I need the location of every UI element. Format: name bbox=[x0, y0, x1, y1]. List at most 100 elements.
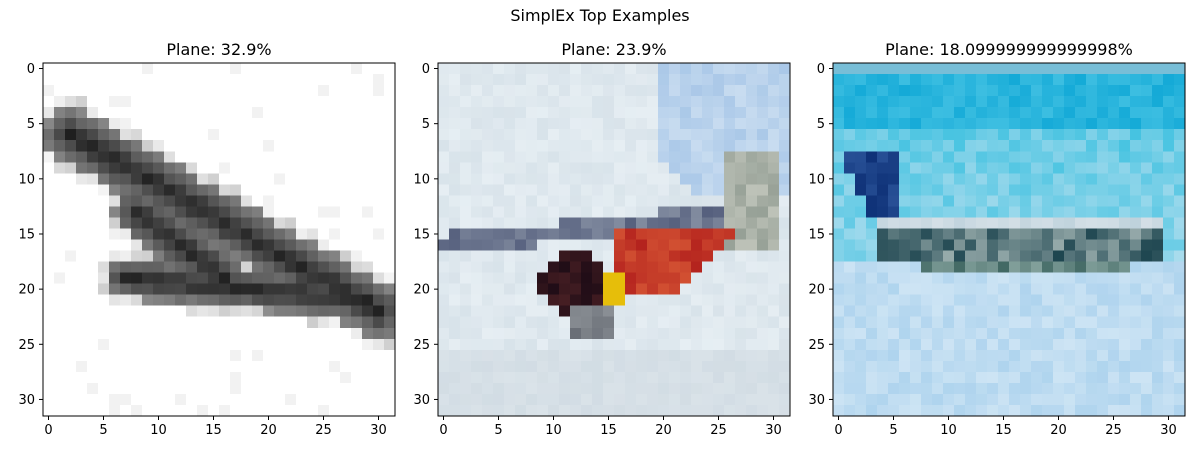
pixel bbox=[1031, 85, 1043, 97]
pixel bbox=[241, 162, 253, 174]
pixel bbox=[76, 250, 88, 262]
pixel bbox=[943, 382, 955, 395]
pixel bbox=[460, 118, 472, 130]
pixel bbox=[921, 239, 933, 251]
pixel bbox=[131, 338, 143, 351]
pixel bbox=[669, 239, 681, 251]
pixel bbox=[438, 96, 450, 108]
pixel bbox=[1174, 404, 1186, 417]
pixel bbox=[142, 118, 154, 130]
pixel bbox=[471, 140, 483, 152]
pixel bbox=[768, 393, 780, 406]
pixel bbox=[1053, 349, 1065, 362]
pixel bbox=[658, 162, 670, 174]
pixel bbox=[855, 250, 867, 262]
pixel bbox=[1119, 305, 1131, 318]
x-tick-label: 25 bbox=[710, 423, 727, 438]
pixel bbox=[833, 316, 845, 329]
pixel bbox=[976, 338, 988, 351]
pixel bbox=[197, 85, 209, 97]
pixel bbox=[746, 107, 758, 119]
pixel bbox=[647, 151, 659, 163]
pixel bbox=[164, 360, 176, 373]
pixel bbox=[625, 294, 637, 307]
pixel bbox=[504, 184, 516, 196]
pixel bbox=[746, 316, 758, 329]
pixel bbox=[1141, 96, 1153, 108]
pixel bbox=[241, 305, 253, 318]
pixel bbox=[1163, 272, 1175, 284]
pixel bbox=[702, 217, 714, 229]
pixel bbox=[899, 294, 911, 307]
pixel bbox=[1009, 151, 1021, 163]
pixel bbox=[943, 118, 955, 130]
pixel bbox=[1042, 217, 1054, 229]
pixel bbox=[351, 272, 363, 284]
pixel bbox=[833, 173, 845, 185]
pixel bbox=[592, 96, 604, 108]
pixel bbox=[932, 294, 944, 307]
pixel bbox=[1020, 294, 1032, 307]
pixel bbox=[362, 272, 374, 284]
pixel bbox=[899, 250, 911, 262]
pixel bbox=[757, 85, 769, 97]
pixel bbox=[768, 206, 780, 218]
pixel bbox=[54, 404, 66, 417]
pixel bbox=[943, 283, 955, 296]
pixel bbox=[932, 327, 944, 340]
pixel bbox=[351, 228, 363, 240]
pixel bbox=[120, 305, 132, 318]
pixel bbox=[54, 217, 66, 229]
pixel bbox=[899, 217, 911, 229]
pixel bbox=[274, 140, 286, 152]
y-tick-label: 30 bbox=[18, 393, 35, 408]
pixel bbox=[98, 184, 110, 196]
pixel bbox=[768, 261, 780, 273]
pixel bbox=[241, 338, 253, 351]
pixel bbox=[537, 74, 549, 86]
pixel bbox=[548, 173, 560, 185]
pixel bbox=[252, 129, 264, 141]
pixel bbox=[669, 338, 681, 351]
pixel bbox=[570, 316, 582, 329]
pixel bbox=[603, 404, 615, 417]
pixel bbox=[1064, 85, 1076, 97]
pixel bbox=[1086, 371, 1098, 384]
pixel bbox=[65, 327, 77, 340]
pixel bbox=[351, 305, 363, 318]
pixel bbox=[1042, 228, 1054, 240]
pixel bbox=[460, 393, 472, 406]
pixel bbox=[724, 360, 736, 373]
pixel bbox=[1075, 316, 1087, 329]
pixel bbox=[274, 118, 286, 130]
pixel bbox=[1009, 206, 1021, 218]
panel-title: Plane: 32.9% bbox=[166, 40, 271, 59]
pixel bbox=[943, 184, 955, 196]
pixel bbox=[768, 338, 780, 351]
y-tick-label: 10 bbox=[808, 172, 825, 187]
pixel bbox=[932, 393, 944, 406]
pixel bbox=[197, 129, 209, 141]
pixel bbox=[592, 250, 604, 262]
pixel bbox=[998, 316, 1010, 329]
pixel bbox=[1130, 140, 1142, 152]
pixel bbox=[855, 305, 867, 318]
pixel bbox=[54, 129, 66, 141]
pixel bbox=[384, 162, 396, 174]
pixel bbox=[230, 96, 242, 108]
pixel bbox=[910, 96, 922, 108]
pixel bbox=[252, 327, 264, 340]
pixel bbox=[779, 305, 791, 318]
pixel bbox=[1086, 217, 1098, 229]
pixel bbox=[307, 393, 319, 406]
pixel bbox=[274, 206, 286, 218]
pixel bbox=[164, 272, 176, 284]
x-tick-label: 25 bbox=[1105, 423, 1122, 438]
pixel bbox=[197, 382, 209, 395]
pixel bbox=[87, 228, 99, 240]
pixel bbox=[548, 206, 560, 218]
pixel bbox=[471, 228, 483, 240]
pixel bbox=[526, 294, 538, 307]
pixel bbox=[537, 173, 549, 185]
